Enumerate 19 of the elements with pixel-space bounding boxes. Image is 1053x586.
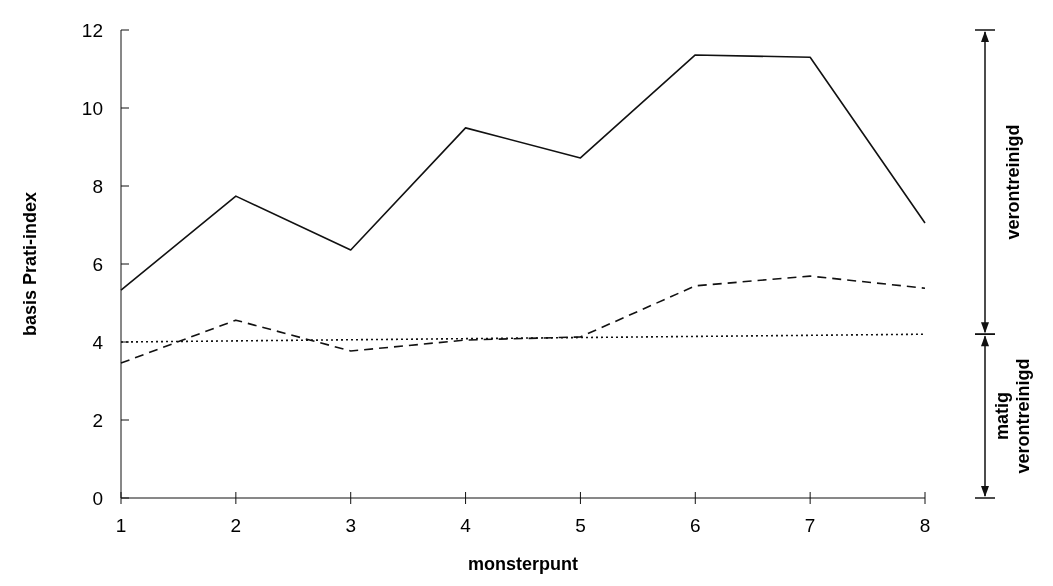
y-axis-title: basis Prati-index bbox=[20, 191, 40, 337]
x-tick-label: 6 bbox=[690, 515, 701, 536]
x-tick-label: 4 bbox=[460, 515, 472, 536]
x-tick-label: 3 bbox=[345, 515, 356, 536]
text: verontreinigd bbox=[1003, 124, 1024, 240]
y-tick-label: 0 bbox=[92, 487, 103, 509]
text: matig verontreinigd bbox=[991, 358, 1034, 474]
y-tick-label: 10 bbox=[81, 97, 103, 119]
x-tick-label: 1 bbox=[115, 515, 127, 536]
y-tick-label: 12 bbox=[81, 19, 103, 41]
y-tick-label: 2 bbox=[92, 409, 103, 431]
x-tick-label: 7 bbox=[804, 515, 816, 536]
x-tick-label: 2 bbox=[230, 515, 242, 536]
y-tick-label: 6 bbox=[92, 253, 103, 275]
x-axis-title: monsterpunt bbox=[468, 554, 578, 574]
y-tick-label: 8 bbox=[92, 175, 103, 197]
x-tick-label: 5 bbox=[575, 515, 586, 536]
y-tick-label: 4 bbox=[92, 331, 104, 353]
x-tick-label: 8 bbox=[919, 515, 931, 536]
